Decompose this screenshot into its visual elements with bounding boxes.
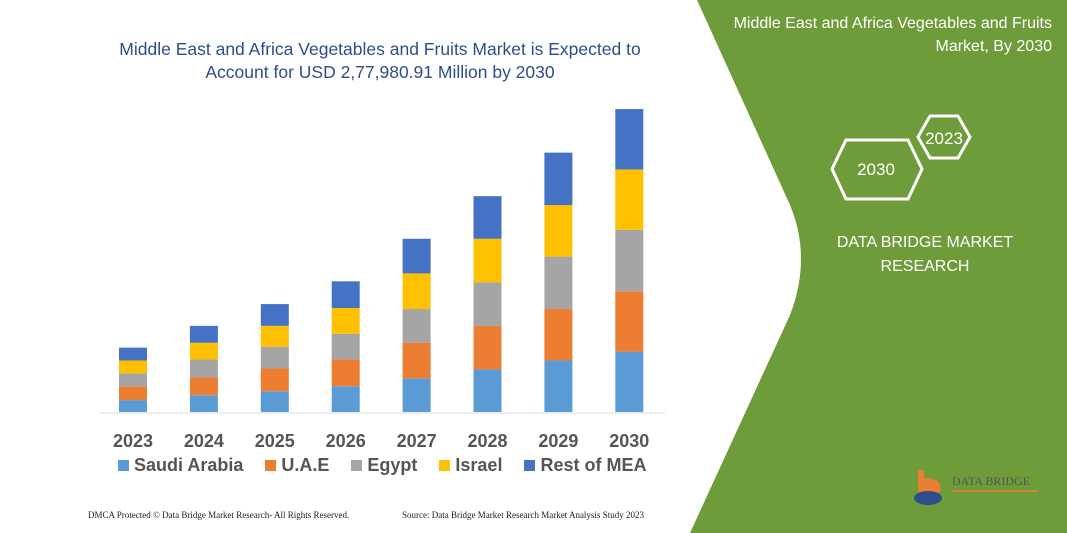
bar-segment-2027-1 bbox=[402, 342, 431, 379]
legend-item: Rest of MEA bbox=[524, 455, 646, 476]
bar-segment-2024-0 bbox=[189, 395, 218, 412]
legend-swatch bbox=[524, 460, 536, 471]
legend-item: Egypt bbox=[351, 455, 417, 476]
x-tick-label: 2024 bbox=[184, 431, 224, 451]
bar-segment-2026-4 bbox=[331, 281, 360, 309]
x-tick-label: 2026 bbox=[326, 431, 366, 451]
legend-label: U.A.E bbox=[281, 455, 330, 475]
bar-segment-2024-2 bbox=[189, 359, 218, 378]
bar-segment-2027-3 bbox=[402, 273, 431, 310]
bar-segment-2025-0 bbox=[260, 391, 289, 412]
bar-segment-2029-0 bbox=[544, 360, 573, 412]
bar-segment-2028-1 bbox=[473, 325, 502, 370]
legend-label: Saudi Arabia bbox=[134, 455, 244, 475]
legend-item: Saudi Arabia bbox=[118, 455, 243, 476]
legend-item: Israel bbox=[439, 455, 502, 476]
panel-title: Middle East and Africa Vegetables and Fr… bbox=[733, 15, 1052, 55]
hexagon-2030: 2030 bbox=[830, 138, 924, 201]
bar-segment-2023-2 bbox=[119, 373, 147, 387]
x-tick-label: 2029 bbox=[538, 431, 578, 451]
bar-segment-2029-1 bbox=[544, 309, 573, 361]
chart-bars bbox=[119, 109, 644, 412]
bar-segment-2026-1 bbox=[331, 359, 360, 387]
footer-source: Source: Data Bridge Market Research Mark… bbox=[402, 510, 644, 520]
bar-segment-2029-2 bbox=[544, 256, 573, 310]
x-tick-label: 2023 bbox=[113, 431, 153, 451]
bar-segment-2024-3 bbox=[189, 342, 218, 360]
bar-segment-2026-3 bbox=[331, 308, 360, 334]
bar-segment-2027-4 bbox=[402, 238, 431, 274]
bar-segment-2028-2 bbox=[473, 282, 502, 326]
bar-segment-2030-3 bbox=[615, 169, 644, 230]
bar-segment-2025-3 bbox=[260, 325, 289, 347]
x-tick-label: 2027 bbox=[397, 431, 437, 451]
bar-segment-2029-3 bbox=[544, 205, 573, 257]
bar-segment-2023-3 bbox=[119, 360, 147, 374]
bar-segment-2030-2 bbox=[615, 229, 644, 292]
x-tick-label: 2025 bbox=[255, 431, 295, 451]
legend-label: Israel bbox=[455, 455, 503, 475]
green-panel bbox=[690, 0, 1067, 533]
x-tick-label: 2030 bbox=[609, 431, 649, 451]
legend-swatch bbox=[265, 460, 277, 471]
legend-swatch bbox=[351, 460, 363, 471]
legend-item: U.A.E bbox=[265, 455, 329, 476]
x-tick-label: 2028 bbox=[467, 431, 507, 451]
footer-copyright: DMCA Protected © Data Bridge Market Rese… bbox=[88, 510, 350, 520]
legend: Saudi Arabia U.A.E Egypt Israel Rest of … bbox=[118, 455, 646, 476]
brand-name: DATA BRIDGE MARKET RESEARCH bbox=[836, 234, 1014, 275]
bar-segment-2025-2 bbox=[260, 346, 289, 369]
bar-segment-2024-1 bbox=[189, 377, 218, 396]
bar-segment-2028-0 bbox=[473, 369, 502, 412]
bar-segment-2025-1 bbox=[260, 368, 289, 392]
bar-segment-2025-4 bbox=[260, 304, 289, 326]
chart-title: Middle East and Africa Vegetables and Fr… bbox=[119, 39, 641, 82]
hexagon-2023: 2023 bbox=[916, 114, 972, 160]
hex-2030-label: 2030 bbox=[857, 160, 895, 179]
bar-segment-2030-1 bbox=[615, 291, 644, 352]
bar-segment-2027-2 bbox=[402, 309, 431, 343]
bar-segment-2028-4 bbox=[473, 196, 502, 239]
bar-segment-2023-1 bbox=[119, 386, 147, 401]
x-tick-labels: 2023 2024 2025 2026 2027 2028 2029 2030 bbox=[113, 431, 649, 451]
logo-icon bbox=[914, 470, 1038, 505]
legend-label: Rest of MEA bbox=[540, 455, 647, 475]
bar-segment-2028-3 bbox=[473, 238, 502, 283]
hex-2023-label: 2023 bbox=[925, 129, 963, 148]
legend-swatch bbox=[118, 460, 129, 471]
bar-segment-2030-0 bbox=[615, 351, 644, 412]
legend-swatch bbox=[439, 460, 451, 471]
bar-segment-2027-0 bbox=[402, 378, 431, 412]
bar-segment-2023-0 bbox=[119, 400, 147, 412]
bar-segment-2029-4 bbox=[544, 152, 573, 206]
bar-segment-2030-4 bbox=[615, 109, 644, 170]
bar-segment-2026-2 bbox=[331, 333, 360, 360]
bar-segment-2024-4 bbox=[189, 325, 218, 343]
bar-segment-2023-4 bbox=[119, 347, 147, 361]
bar-segment-2026-0 bbox=[331, 386, 360, 412]
legend-label: Egypt bbox=[367, 455, 418, 475]
logo-text: DATA BRIDGE bbox=[952, 474, 1031, 488]
